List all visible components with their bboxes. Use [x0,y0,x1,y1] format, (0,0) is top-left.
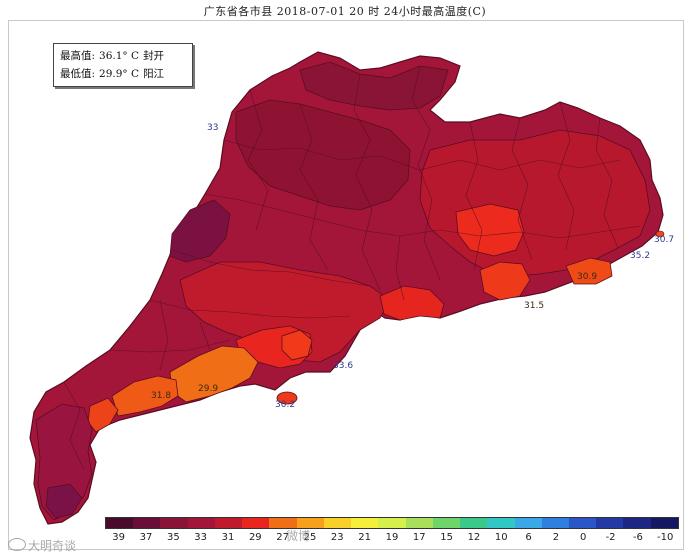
legend-label: 2 [552,532,560,543]
legend-label: 37 [139,532,153,543]
max-label: 最高值: [60,50,96,62]
huizhou-bright-patch [379,285,445,321]
legend-swatch [405,518,433,528]
legend-swatch [487,518,515,528]
legend-label: 15 [440,532,453,543]
legend-swatch [323,518,352,528]
legend-swatch [351,518,379,528]
legend-swatch [460,518,488,528]
label-nanao: 30.7 [654,235,674,245]
label-chaozhou: 35.2 [630,251,650,261]
legend-swatch [296,518,324,528]
legend-label: 35 [166,532,180,543]
legend-swatch [269,518,297,528]
weibo-eye-icon [8,538,26,551]
watermark-text: 大明奇谈 [28,539,77,553]
legend-labels: 39 37 35 33 31 29 27 25 23 21 19 17 15 1… [105,532,679,546]
max-row: 最高值: 36.1° C 封开 [60,47,186,65]
legend-label: -2 [605,532,616,543]
legend-label: 29 [248,532,262,543]
maoming-orange-region [111,375,179,417]
label-fengkai: 33 [207,123,218,133]
legend-swatch [133,518,161,528]
min-value: 29.9° C [99,68,140,80]
legend-swatch [568,518,597,528]
legend-swatch [541,518,569,528]
legend-label: 19 [385,532,399,543]
min-label: 最低值: [60,68,96,80]
map-frame [8,20,684,550]
legend-swatch [378,518,406,528]
legend-swatch [106,518,134,528]
label-shanwei: 31.5 [524,301,544,311]
label-zhanjiang-coast: 33.6 [333,361,353,371]
hailing-island [276,391,298,405]
legend-label: 23 [330,532,344,543]
legend-label: 25 [303,532,317,543]
label-west-coast: 31.8 [151,391,171,401]
legend-swatch [596,518,624,528]
corner-watermark: 大明奇谈 [8,537,76,554]
max-place: 封开 [143,50,165,62]
stats-box: 最高值: 36.1° C 封开 最低值: 29.9° C 阳江 [53,43,193,87]
legend-label: 39 [112,532,126,543]
legend-label: 17 [412,532,426,543]
label-shantou: 30.9 [577,272,597,282]
min-row: 最低值: 29.9° C 阳江 [60,65,186,83]
central-red-region [179,261,391,363]
legend-swatch [160,518,188,528]
northwest-purple-region [169,199,231,263]
legend-swatch [432,518,461,528]
legend-label: 0 [580,532,587,543]
peninsula-tip-purple [45,483,83,519]
color-legend-bar [105,517,679,529]
legend-label: 12 [467,532,481,543]
legend-label: -6 [632,532,643,543]
legend-swatch [187,518,215,528]
legend-swatch [623,518,651,528]
district-borders [63,65,641,471]
legend-label: 33 [194,532,208,543]
yangjiang-orange-region [169,345,259,403]
label-yangjiang: 29.9 [198,384,218,394]
legend-label: 21 [358,532,371,543]
legend-swatch [514,518,542,528]
legend-swatch [214,518,243,528]
center-watermark: 微博 [286,529,311,543]
legend-label: 31 [221,532,235,543]
macau-bright-patch [281,329,313,361]
legend-swatch [242,518,270,528]
shanwei-bright-patch [479,261,531,301]
map-title: 广东省各市县 2018-07-01 20 时 24小时最高温度(C) [203,5,487,18]
legend-label: -10 [657,532,674,543]
min-place: 阳江 [143,68,165,80]
shantou-orange-patch [565,257,613,285]
legend-label: 6 [525,532,532,543]
nanao-island [655,230,665,238]
east-bright-red-patch [455,203,525,257]
temperature-labels: 33 29.9 31.8 30.2 33.6 31.5 30.9 35.2 30… [151,123,674,410]
label-south-coast: 30.2 [275,400,295,410]
max-value: 36.1° C [99,50,140,62]
legend-label: 27 [276,532,289,543]
legend-swatch [650,518,678,528]
legend-label: 10 [494,532,508,543]
